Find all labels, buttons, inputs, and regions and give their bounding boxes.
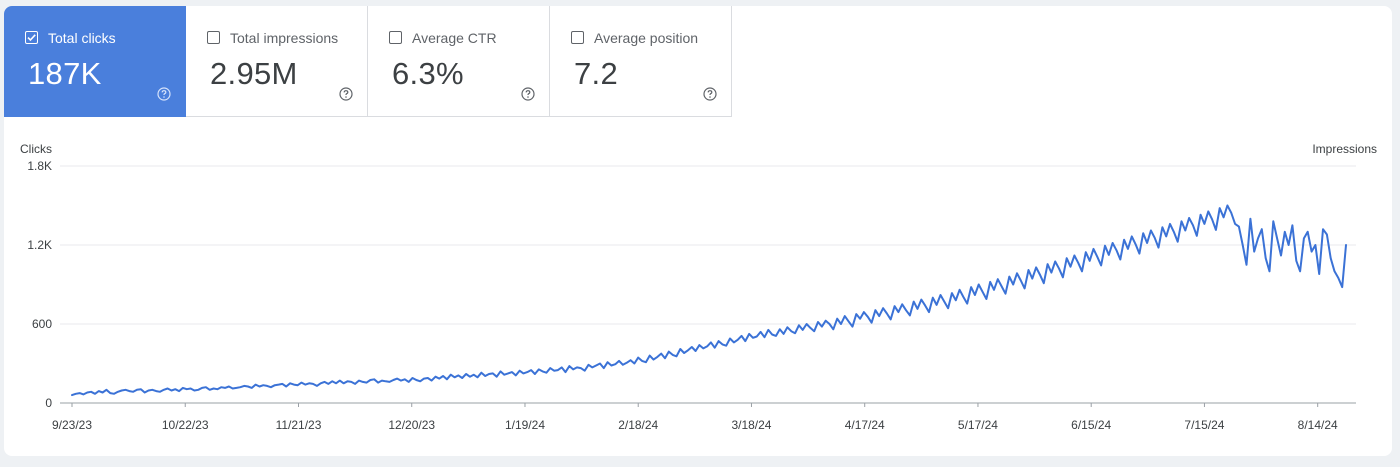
- metric-value: 6.3%: [392, 56, 464, 91]
- metric-label: Average CTR: [412, 30, 497, 46]
- y-tick-label: 1.2K: [27, 238, 52, 252]
- metric-value: 2.95M: [210, 56, 298, 91]
- x-tick-label: 4/17/24: [845, 418, 885, 432]
- y-axis-title: Clicks: [20, 142, 52, 156]
- x-tick-label: 1/19/24: [505, 418, 545, 432]
- x-tick-label: 2/18/24: [618, 418, 658, 432]
- y2-axis-title: Impressions: [1312, 142, 1377, 156]
- metric-tab-total-impressions[interactable]: Total impressions 2.95M: [186, 6, 368, 117]
- x-tick-label: 12/20/23: [388, 418, 435, 432]
- series-line-clicks: [71, 204, 1347, 397]
- help-circle-icon[interactable]: [521, 87, 535, 101]
- metric-label: Total impressions: [230, 30, 339, 46]
- x-tick-label: 6/15/24: [1071, 418, 1111, 432]
- performance-card: Total clicks 187K Total impressions 2.95M Av…: [4, 6, 1392, 456]
- metric-tabs: Total clicks 187K Total impressions 2.95M Av…: [4, 6, 732, 117]
- metric-tab-average-position[interactable]: Average position 7.2: [550, 6, 732, 117]
- help-circle-icon[interactable]: [703, 87, 717, 101]
- help-circle-icon[interactable]: [157, 87, 171, 101]
- metric-label: Average position: [594, 30, 699, 46]
- x-tick-label: 9/23/23: [52, 418, 92, 432]
- metric-value: 7.2: [574, 56, 618, 91]
- x-tick-label: 11/21/23: [276, 418, 322, 432]
- checkbox-icon[interactable]: [571, 31, 584, 44]
- metric-tab-average-ctr[interactable]: Average CTR 6.3%: [368, 6, 550, 117]
- clicks-chart: Clicks Impressions 0 600 1.2K 1.8K 9/23/23 10/2…: [20, 142, 1377, 432]
- axes: Clicks Impressions 0 600 1.2K 1.8K 9/23/23 10/2…: [20, 142, 1377, 432]
- grid: [60, 165, 1356, 404]
- x-tick-label: 8/14/24: [1298, 418, 1338, 432]
- y-tick-label: 1.8K: [27, 159, 52, 173]
- x-tick-label: 10/22/23: [162, 418, 209, 432]
- checkbox-icon[interactable]: [389, 31, 402, 44]
- checkbox-icon[interactable]: [207, 31, 220, 44]
- x-tick-label: 3/18/24: [731, 418, 771, 432]
- help-circle-icon[interactable]: [339, 87, 353, 101]
- metric-label: Total clicks: [48, 30, 116, 46]
- metric-value: 187K: [28, 56, 102, 91]
- y-tick-label: 600: [32, 317, 52, 331]
- x-tick-label: 5/17/24: [958, 418, 998, 432]
- y-tick-label: 0: [45, 396, 52, 410]
- x-tick-label: 7/15/24: [1184, 418, 1224, 432]
- metric-tab-total-clicks[interactable]: Total clicks 187K: [4, 6, 186, 117]
- checkbox-icon[interactable]: [25, 31, 38, 44]
